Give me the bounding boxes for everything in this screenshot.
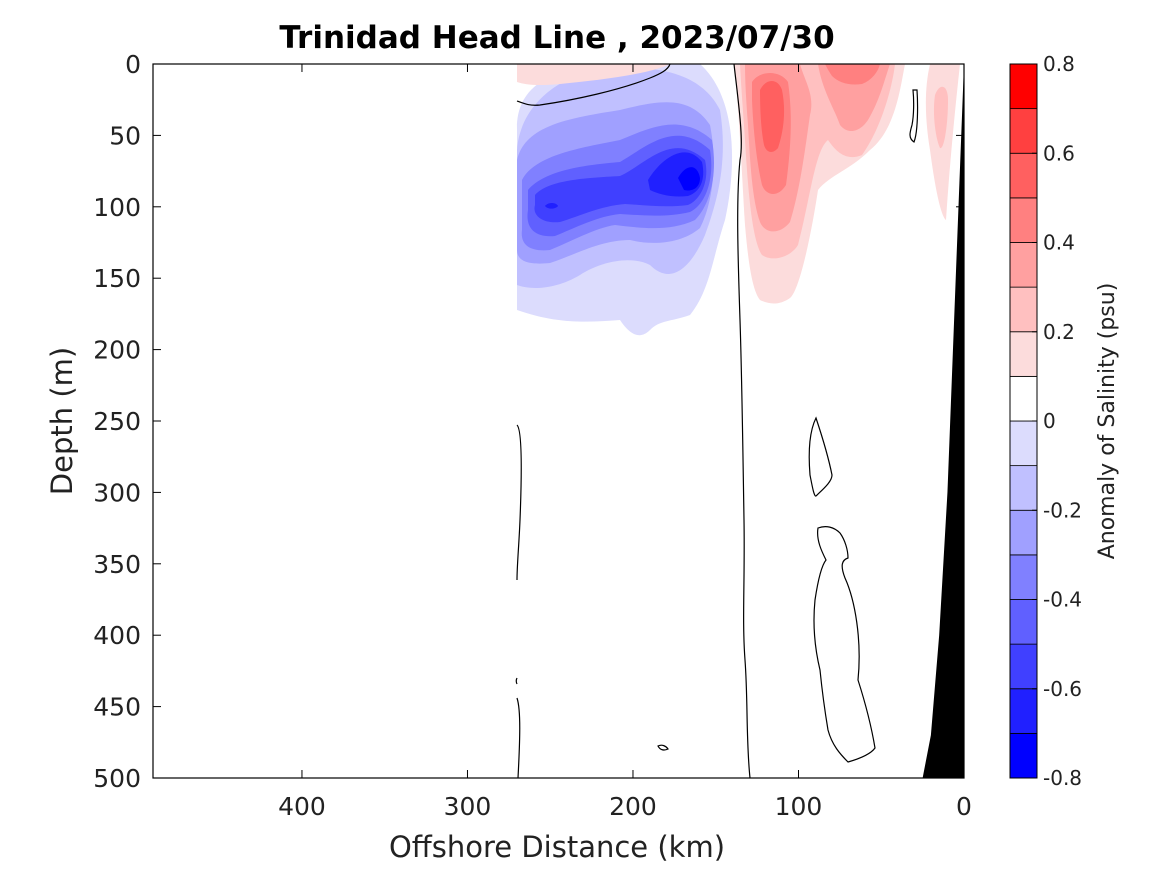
colorbar-tick-label: -0.8: [1043, 766, 1082, 790]
x-axis-label: Offshore Distance (km): [389, 830, 725, 864]
y-tick-label: 300: [93, 478, 141, 507]
colorbar-segment: [1009, 375, 1038, 422]
contour-line-zero-island-4: [657, 744, 669, 751]
y-tick-label: 150: [93, 264, 141, 293]
colorbar-segment: [1009, 63, 1038, 110]
y-tick-label: 500: [93, 764, 141, 793]
colorbar-tick-label: 0.2: [1043, 320, 1075, 344]
colorbar-segment: [1009, 242, 1038, 288]
contour-fill-pos-0.1-a: [517, 64, 670, 86]
contour-fill-pos-0.4-b: [825, 64, 880, 85]
contour-line-zero-island-2: [813, 526, 876, 763]
x-axis: 400 300 200 100 0: [278, 64, 972, 821]
colorbar-tick-label: 0.4: [1043, 231, 1075, 255]
x-tick-label: 200: [609, 792, 657, 821]
contour-line-zero-left-deep: [516, 424, 522, 581]
colorbar-tick-label: -0.6: [1043, 677, 1082, 701]
colorbar-segment: [1009, 197, 1038, 243]
y-tick-label: 200: [93, 336, 141, 365]
colorbar-segment: [1009, 152, 1038, 199]
colorbar-tick-label: 0.6: [1043, 141, 1075, 165]
colorbar-label: Anomaly of Salinity (psu): [1095, 283, 1120, 560]
contour-fill-pos-0.2-b: [933, 86, 948, 149]
y-axis: 0 50 100 150 200 250 300 350 400 450 500: [93, 50, 964, 793]
seafloor-bathymetry: [922, 64, 964, 778]
contour-fill-neg-0.8: [678, 167, 700, 191]
positive-anomaly-region: [517, 64, 960, 304]
chart-title: Trinidad Head Line , 2023/07/30: [279, 20, 834, 56]
plot-content: [515, 64, 964, 778]
colorbar-tick-label: 0.8: [1043, 52, 1075, 76]
colorbar-tick-label: -0.4: [1043, 588, 1082, 612]
contour-line-zero-upper-left: [516, 64, 671, 106]
colorbar-segment: [1009, 554, 1038, 600]
y-tick-label: 100: [93, 193, 141, 222]
y-tick-label: 400: [93, 621, 141, 650]
contour-line-zero-main: [733, 64, 751, 778]
colorbar-segment: [1009, 509, 1038, 556]
colorbar-tick-label: -0.2: [1043, 498, 1082, 522]
x-tick-label: 300: [444, 792, 492, 821]
colorbar-segment: [1009, 331, 1038, 377]
contour-line-zero-island-3: [909, 89, 919, 143]
y-tick-label: 0: [125, 50, 141, 79]
colorbar: -0.8 -0.6 -0.4 -0.2 0 0.2 0.4 0.6 0.8: [1009, 52, 1082, 790]
contour-line-zero-left-bottom: [515, 677, 521, 778]
colorbar-segment: [1009, 688, 1038, 734]
x-tick-label: 400: [278, 792, 326, 821]
colorbar-segment: [1009, 643, 1038, 690]
negative-anomaly-region: [516, 64, 733, 336]
contour-fill-neg-small: [545, 203, 558, 209]
contour-fill-pos-0.5: [760, 81, 785, 152]
colorbar-segment: [1009, 286, 1038, 333]
colorbar-segment: [1009, 732, 1038, 779]
colorbar-segment: [1009, 465, 1038, 511]
x-tick-label: 100: [775, 792, 823, 821]
colorbar-segment: [1009, 108, 1038, 154]
y-tick-label: 450: [93, 693, 141, 722]
contour-line-zero-island-1: [808, 416, 833, 497]
x-tick-label: 0: [956, 792, 972, 821]
colorbar-segment: [1009, 599, 1038, 645]
contour-fill-pos-0.3-b: [818, 64, 890, 132]
colorbar-frame: [1009, 63, 1038, 779]
colorbar-segment: [1009, 420, 1038, 467]
colorbar-tick-label: 0: [1043, 409, 1056, 433]
zero-contours: [515, 64, 919, 778]
y-tick-label: 50: [109, 121, 141, 150]
y-tick-label: 350: [93, 550, 141, 579]
y-axis-label: Depth (m): [45, 347, 79, 495]
y-tick-label: 250: [93, 407, 141, 436]
